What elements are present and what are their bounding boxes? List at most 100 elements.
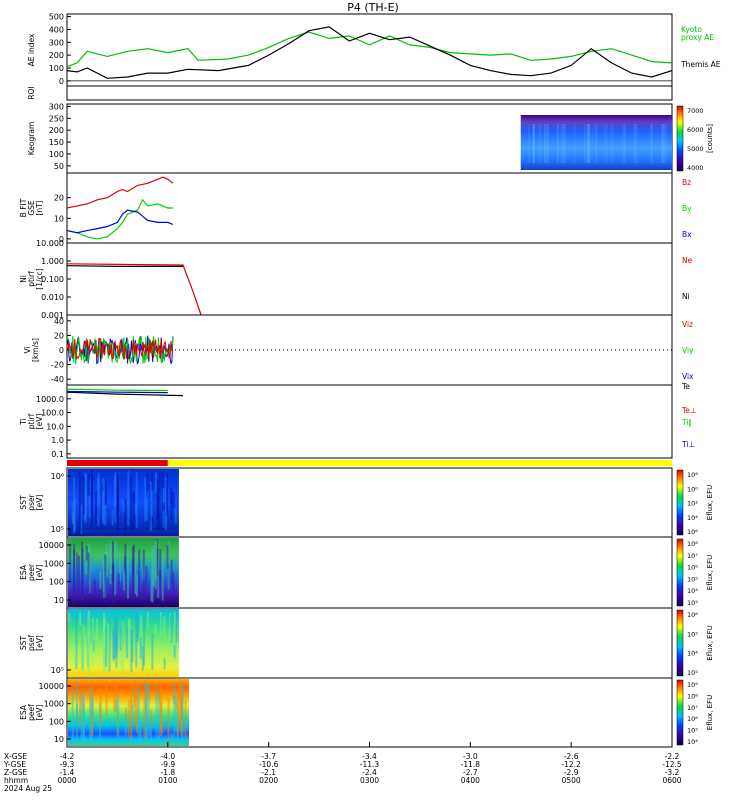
sst-eflux-2-streak [146,611,149,630]
esa-eflux-2-streak [173,695,176,704]
esa-eflux-1-streak [145,565,148,601]
footer-value-z: -2.9 [564,768,579,777]
velocity-ytick-label: 0 [59,346,64,355]
sst-eflux-2-streak [131,630,134,663]
esa-eflux-2-streak [150,709,153,726]
keogram-image [520,115,672,170]
keogram-streak [633,124,636,163]
esa-eflux-1-streak [134,552,137,594]
esa-eflux-1-streak [124,556,127,574]
sst-eflux-1-ytick-label: 10⁵ [51,525,64,534]
keogram-streak [563,124,566,163]
esa-eflux-2-colorbar-tick: 10⁴ [687,738,698,746]
esa-eflux-1-ylabel: peer [27,563,36,581]
sst-eflux-1-colorbar-label: Eflux, EFU [706,485,714,520]
keogram-streak [611,124,614,163]
sst-eflux-2-streak [105,626,108,667]
esa-eflux-1-colorbar [676,538,684,607]
sst-eflux-2-streak [139,637,142,660]
esa-eflux-1-streak [104,554,107,603]
esa-eflux-1-streak [85,545,88,561]
esa-eflux-2-streak [137,685,140,744]
footer-value-y: -11.8 [461,760,481,769]
density-series-ne [66,263,202,316]
footer-value-y: -12.2 [561,760,581,769]
esa-eflux-1-streak [106,550,109,577]
esa-eflux-2-streak [117,693,120,740]
esa-eflux-1-streak [159,548,162,583]
bfit-ytick-label: 10 [54,214,64,223]
keogram-streak [588,124,591,163]
sst-eflux-1-streak [124,498,127,535]
temperature-legend-3: Ti⊥ [681,440,695,449]
temperature-ytick-label: 1000.0 [36,395,64,404]
keogram-streak [635,124,638,163]
sst-eflux-2-colorbar-tick: 10⁵ [687,669,698,677]
sst-eflux-1-streak [130,475,133,534]
keogram-colorbar-tick: 5000 [687,145,704,153]
esa-eflux-2-streak [180,688,183,737]
esa-eflux-1-streak [167,541,170,590]
ae-ylabel: AE index [27,33,36,66]
sst-eflux-2-streak [112,625,115,662]
footer-value-x: -4.0 [161,752,176,761]
esa-eflux-2-streak [158,692,161,741]
bfit-ylabel: GSE [27,200,36,216]
sst-eflux-2-streak [107,623,110,670]
temperature-ytick-label: 0.1 [51,450,64,459]
sst-eflux-2-streak [125,626,128,659]
esa-eflux-2-colorbar-tick: 10⁹ [687,681,698,689]
footer-value-z: -3.2 [665,768,680,777]
keogram-streak [665,124,668,163]
esa-eflux-2-streak [105,680,108,716]
ae-series-themis-ae [66,26,673,79]
esa-eflux-1-colorbar-tick: 10⁵ [687,575,698,583]
esa-eflux-2-colorbar [676,679,684,746]
sst-eflux-1-streak [102,477,105,523]
sst-eflux-1-streak [90,470,93,514]
footer-value-x: -4.2 [60,752,75,761]
plot-title: P4 (TH-E) [347,1,399,14]
sst-eflux-1-streak [87,473,90,496]
footer-value-z: -2.1 [261,768,276,777]
temperature-panel: Ti ptirf [eV] 0.1 1.0 10.0 100.0 1000.0 Te Te⊥ Ti∥… [19,382,696,459]
keogram-streak [543,124,546,163]
sst-eflux-1-streak [111,510,114,526]
esa-eflux-1-streak [172,571,175,601]
sst-eflux-1-colorbar-tick: 10⁰ [687,485,698,493]
esa-eflux-1-streak [72,550,75,592]
sst-eflux-2-colorbar-tick: 10⁵ [687,630,698,638]
esa-eflux-1-streak [69,543,72,582]
ae-legend-themis: Themis AE [680,60,721,69]
esa-eflux-1-colorbar-tick: 10⁴ [687,587,698,595]
esa-eflux-1-streak [150,569,153,602]
keogram-streak [588,124,591,163]
sst-eflux-2-streak [108,618,111,672]
esa-eflux-2-streak [177,687,180,736]
sst-eflux-1-streak [164,476,167,530]
temperature-ytick-label: 10.0 [46,422,64,431]
sst-eflux-1-streak [170,487,173,505]
sst-eflux-2-colorbar-tick: 10⁶ [687,611,698,619]
bfit-frame [66,172,673,244]
footer-value-x: -3.0 [463,752,478,761]
keogram-colorbar-label: [counts] [706,124,714,153]
sst-eflux-2-streak [154,624,157,635]
keogram-streak [609,124,612,163]
esa-eflux-2-streak [147,683,150,736]
footer-value-y: -10.6 [259,760,279,769]
roi-ylabel: ROI [27,86,36,99]
sst-eflux-2-streak [139,615,142,654]
esa-eflux-2-streak [125,707,128,719]
mode-bar-panel [67,460,673,466]
density-legend-ni: Ni [682,292,690,301]
sst-eflux-2-streak [141,645,144,671]
esa-eflux-2-streak [155,684,158,744]
temperature-legend-2: Ti∥ [681,418,692,427]
sst-eflux-2-ylabel: [eV] [35,635,44,651]
sst-eflux-2-streak [127,618,130,646]
sst-eflux-2-streak [120,637,123,666]
esa-eflux-2-streak [91,698,94,715]
esa-eflux-2-streak [149,716,152,745]
